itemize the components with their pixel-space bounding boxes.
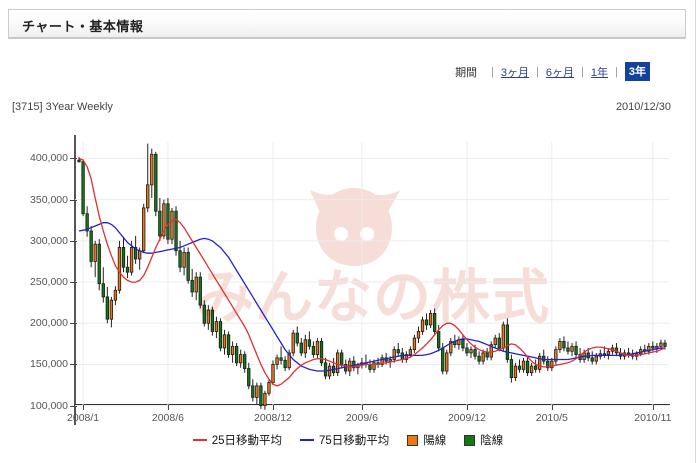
y-axis-tick-label: 200,000 <box>30 317 68 330</box>
legend-label-ma25: 25日移動平均 <box>211 435 282 447</box>
y-axis-tick-label: 350,000 <box>30 193 68 206</box>
y-axis-tick-label: 400,000 <box>30 152 68 165</box>
period-separator-2: | <box>581 65 584 78</box>
period-separator-1: | <box>536 65 539 78</box>
y-axis-tick-label: 150,000 <box>30 358 68 371</box>
y-axis-tick <box>70 199 77 201</box>
period-separator-0: | <box>491 65 494 78</box>
period-option-3y[interactable]: 3年 <box>624 62 650 81</box>
x-axis-tick-label: 2009/12 <box>447 412 486 424</box>
legend-label-up-candle: 陽線 <box>423 435 447 447</box>
plot-area <box>75 142 669 418</box>
stock-chart: みんなの株式 100,000 150,000 200,000 250,000 300,0… <box>0 128 696 428</box>
legend-label-ma75: 75日移動平均 <box>319 435 390 447</box>
period-option-1y[interactable]: 1年 <box>590 66 609 79</box>
period-label: 期間 <box>455 66 478 79</box>
x-axis-line <box>74 404 670 405</box>
x-axis-tick <box>83 405 85 410</box>
chart-legend: 25日移動平均 75日移動平均 陽線 陰線 <box>0 432 696 448</box>
period-separator-3: | <box>615 65 618 78</box>
y-axis-tick <box>70 282 77 284</box>
legend-line-ma75 <box>300 439 314 441</box>
y-axis-line <box>74 135 76 425</box>
y-axis-tick <box>70 405 77 407</box>
x-axis-tick <box>361 405 363 410</box>
period-option-3m[interactable]: 3ヶ月 <box>500 66 530 79</box>
plot-svg <box>75 142 669 418</box>
legend-item-ma25: 25日移動平均 <box>192 432 282 448</box>
legend-label-down-candle: 陰線 <box>480 435 504 447</box>
legend-item-up-candle: 陽線 <box>407 432 446 448</box>
x-axis-tick-label: 2008/1 <box>67 412 100 424</box>
x-axis-tick-label: 2008/6 <box>151 412 184 424</box>
x-axis-tick <box>273 405 274 410</box>
y-axis-tick <box>70 240 77 242</box>
x-axis-tick <box>652 405 654 410</box>
period-option-6m[interactable]: 6ヶ月 <box>545 66 575 79</box>
x-axis-tick-label: 2010/11 <box>634 412 672 424</box>
page-title: チャート・基本情報 <box>22 19 144 34</box>
x-axis-tick-label: 2010/5 <box>535 412 568 424</box>
y-axis-tick <box>70 158 77 160</box>
y-axis-tick <box>70 364 77 366</box>
y-axis-tick <box>70 323 77 325</box>
x-axis-tick-label: 2009/6 <box>345 412 378 424</box>
legend-box-down-candle <box>464 434 476 446</box>
x-axis-tick-label: 2008/12 <box>254 412 292 424</box>
chart-as-of-date: 2010/12/30 <box>615 101 671 113</box>
panel-header: チャート・基本情報 <box>8 9 686 39</box>
y-axis-tick-label: 100,000 <box>30 399 68 412</box>
legend-line-ma25 <box>192 439 207 441</box>
x-axis-tick <box>466 405 468 410</box>
x-axis-tick <box>551 405 553 410</box>
legend-box-up-candle <box>407 434 419 446</box>
x-axis-tick <box>167 405 169 410</box>
y-axis-labels: 100,000 150,000 200,000 250,000 300,000 350,0… <box>0 128 68 428</box>
period-selector: 期間 | 3ヶ月 | 6ヶ月 | 1年 | 3年 <box>455 62 650 81</box>
legend-item-ma75: 75日移動平均 <box>300 432 389 448</box>
chart-caption: [3715] 3Year Weekly <box>12 101 113 113</box>
y-axis-tick-label: 300,000 <box>30 234 68 247</box>
legend-item-down-candle: 陰線 <box>464 432 503 448</box>
y-axis-tick-label: 250,000 <box>30 276 68 289</box>
